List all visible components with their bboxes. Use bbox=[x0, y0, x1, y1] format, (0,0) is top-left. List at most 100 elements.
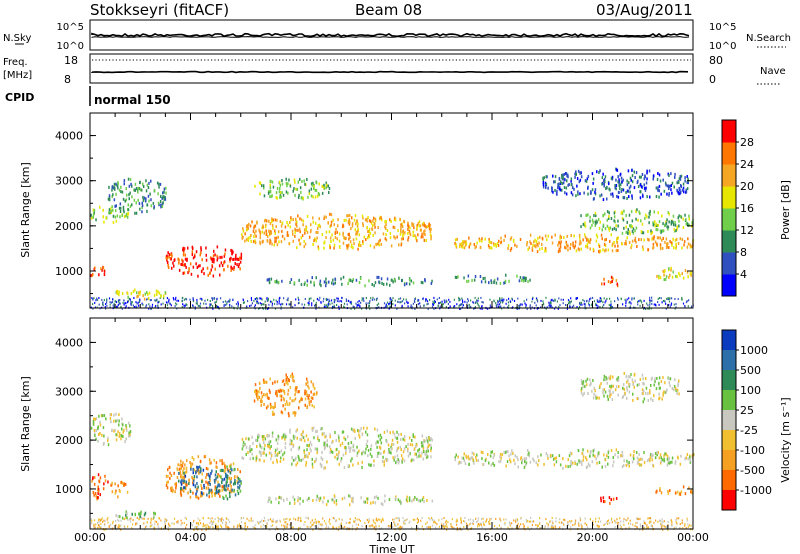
scatter-cell bbox=[339, 443, 342, 447]
scatter-cell bbox=[338, 525, 340, 528]
scatter-cell bbox=[483, 523, 485, 526]
scatter-cell bbox=[601, 182, 603, 186]
scatter-cell bbox=[574, 240, 577, 244]
scatter-cell bbox=[259, 230, 261, 234]
scatter-cell bbox=[631, 196, 633, 200]
scatter-cell bbox=[168, 255, 170, 259]
scatter-cell bbox=[372, 296, 374, 299]
scatter-cell bbox=[333, 243, 336, 247]
scatter-cell bbox=[323, 496, 325, 500]
scatter-cell bbox=[134, 512, 136, 516]
scatter-cell bbox=[471, 279, 473, 282]
scatter-cell bbox=[389, 525, 392, 528]
scatter-cell bbox=[496, 527, 498, 530]
scatter-cell bbox=[415, 452, 417, 456]
scatter-cell bbox=[408, 436, 411, 440]
scatter-cell bbox=[286, 517, 288, 520]
scatter-cell bbox=[226, 302, 228, 305]
scatter-cell bbox=[130, 300, 132, 303]
scatter-cell bbox=[201, 297, 203, 300]
scatter-cell bbox=[668, 300, 671, 303]
scatter-cell bbox=[489, 522, 491, 525]
scatter-cell bbox=[330, 450, 333, 454]
scatter-cell bbox=[109, 301, 111, 304]
scatter-cell bbox=[278, 297, 280, 300]
scatter-cell bbox=[317, 231, 319, 234]
scatter-cell bbox=[437, 305, 439, 307]
scatter-cell bbox=[639, 304, 641, 307]
scatter-cell bbox=[184, 263, 186, 267]
scatter-cell bbox=[225, 488, 227, 492]
scatter-cell bbox=[116, 433, 118, 437]
scatter-cell bbox=[582, 299, 584, 301]
scatter-cell bbox=[122, 208, 125, 212]
scatter-cell bbox=[648, 215, 650, 219]
scatter-cell bbox=[127, 525, 129, 528]
scatter-cell bbox=[519, 276, 522, 279]
scatter-cell bbox=[236, 475, 238, 479]
scatter-cell bbox=[97, 439, 99, 443]
scatter-cell bbox=[258, 434, 260, 438]
scatter-cell bbox=[275, 236, 278, 240]
scatter-cell bbox=[186, 257, 188, 261]
scatter-cell bbox=[405, 498, 408, 502]
scatter-cell bbox=[368, 525, 370, 528]
scatter-cell bbox=[670, 241, 673, 245]
scatter-cell bbox=[209, 517, 211, 520]
scatter-cell bbox=[203, 302, 205, 305]
scatter-cell bbox=[302, 196, 304, 200]
scatter-cell bbox=[578, 242, 581, 246]
scatter-cell bbox=[281, 279, 283, 283]
scatter-cell bbox=[237, 492, 240, 496]
scatter-cell bbox=[690, 270, 692, 274]
scatter-cell bbox=[267, 297, 269, 300]
scatter-cell bbox=[542, 176, 544, 180]
scatter-cell bbox=[154, 520, 156, 523]
scatter-cell bbox=[216, 297, 218, 300]
scatter-cell bbox=[129, 424, 131, 428]
scatter-cell bbox=[563, 518, 565, 521]
scatter-cell bbox=[334, 231, 337, 235]
scatter-cell bbox=[139, 180, 141, 184]
scatter-cell bbox=[342, 224, 345, 228]
scatter-cell bbox=[245, 238, 248, 242]
scatter-cell bbox=[333, 494, 336, 498]
scatter-cell bbox=[251, 220, 253, 224]
scatter-cell bbox=[297, 528, 299, 531]
scatter-cell bbox=[147, 194, 150, 198]
scatter-cell bbox=[503, 298, 505, 301]
scatter-cell bbox=[196, 300, 198, 303]
scatter-cell bbox=[223, 254, 226, 258]
scatter-cell bbox=[150, 204, 153, 208]
scatter-cell bbox=[606, 297, 608, 300]
scatter-cell bbox=[615, 187, 617, 191]
scatter-cell bbox=[591, 218, 594, 222]
scatter-cell bbox=[289, 442, 291, 446]
scatter-cell bbox=[402, 234, 404, 238]
scatter-cell bbox=[573, 187, 575, 191]
scatter-cell bbox=[334, 235, 337, 239]
scatter-cell bbox=[397, 517, 399, 520]
scatter-cell bbox=[351, 427, 353, 431]
scatter-cell bbox=[131, 512, 133, 516]
scatter-cell bbox=[185, 298, 188, 301]
scatter-cell bbox=[656, 274, 658, 278]
scatter-cell bbox=[316, 391, 318, 395]
scatter-cell bbox=[671, 181, 674, 185]
scatter-cell bbox=[598, 525, 600, 528]
scatter-cell bbox=[329, 303, 331, 306]
scatter-cell bbox=[368, 230, 370, 234]
scatter-cell bbox=[663, 299, 665, 302]
scatter-cell bbox=[231, 305, 233, 308]
scatter-cell bbox=[357, 301, 359, 304]
scatter-cell bbox=[113, 305, 115, 308]
scatter-cell bbox=[689, 245, 692, 249]
scatter-cell bbox=[321, 191, 324, 195]
scatter-cell bbox=[332, 517, 334, 520]
scatter-cell bbox=[129, 430, 132, 433]
scatter-cell bbox=[476, 521, 478, 523]
scatter-cell bbox=[511, 522, 513, 525]
scatter-cell bbox=[599, 297, 601, 300]
scatter-cell bbox=[126, 512, 128, 516]
scatter-cell bbox=[524, 463, 527, 467]
